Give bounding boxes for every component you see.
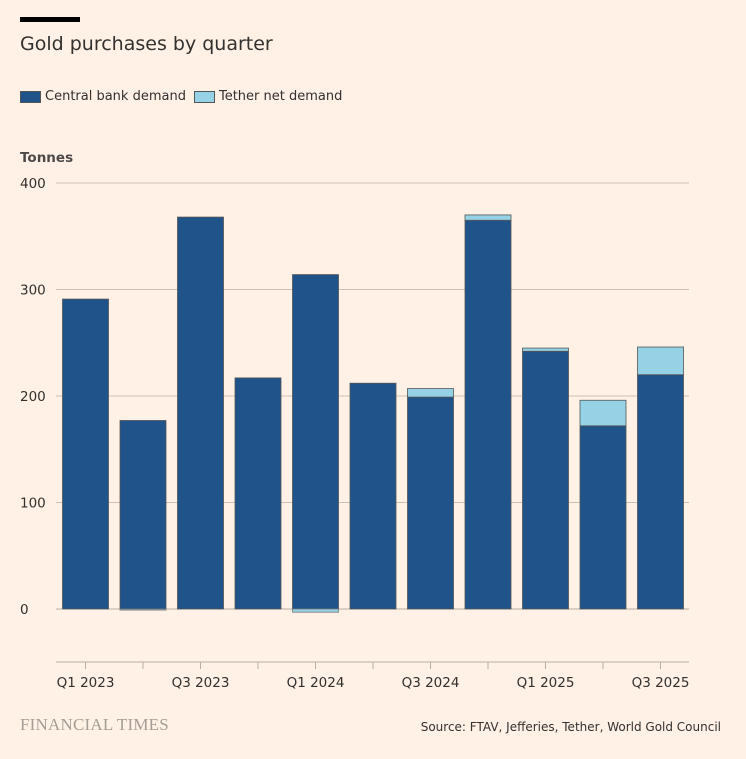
- bar-central-bank: [349, 382, 397, 610]
- legend-item-tether: Tether net demand: [193, 89, 343, 104]
- bar-central-bank: [292, 274, 339, 610]
- y-tick-label: 100: [20, 496, 46, 512]
- x-tick-label: Q1 2024: [287, 675, 345, 691]
- legend-swatch-central-bank: [20, 90, 41, 103]
- bar-central-bank: [464, 219, 512, 610]
- legend-label: Tether net demand: [218, 89, 343, 104]
- bar-tether: [464, 214, 512, 221]
- bar-central-bank: [62, 298, 109, 610]
- bar-central-bank: [637, 374, 684, 610]
- x-tick-label: Q1 2025: [517, 675, 575, 691]
- legend-swatch-tether: [193, 90, 215, 103]
- bar-central-bank: [177, 216, 224, 610]
- bar-central-bank: [579, 425, 627, 610]
- x-tick-label: Q3 2024: [402, 675, 460, 691]
- legend: Central bank demand Tether net demand: [20, 89, 342, 104]
- bar-tether: [119, 608, 167, 611]
- bar-central-bank: [119, 420, 167, 610]
- x-tick-label: Q3 2023: [172, 675, 230, 691]
- y-axis-label: Tonnes: [20, 150, 74, 166]
- source-note: Source: FTAV, Jefferies, Tether, World G…: [420, 720, 721, 734]
- bar-tether: [407, 388, 454, 398]
- bar-central-bank: [234, 377, 282, 610]
- title-accent-bar: [20, 17, 80, 22]
- bar-tether: [292, 608, 339, 613]
- legend-item-central-bank: Central bank demand: [20, 89, 186, 104]
- y-tick-label: 300: [20, 283, 46, 299]
- x-tick-label: Q1 2023: [57, 675, 115, 691]
- bar-tether: [637, 346, 684, 376]
- bar-central-bank: [407, 396, 454, 610]
- ft-logo: FINANCIAL TIMES: [20, 715, 169, 734]
- y-tick-label: 200: [20, 389, 46, 405]
- legend-label: Central bank demand: [45, 89, 186, 104]
- bar-central-bank: [522, 350, 569, 610]
- x-tick-label: Q3 2025: [632, 675, 690, 691]
- y-tick-label: 400: [20, 176, 46, 192]
- chart-title: Gold purchases by quarter: [20, 33, 273, 55]
- bar-tether: [522, 347, 569, 352]
- y-tick-label: 0: [20, 602, 29, 618]
- bar-tether: [579, 399, 627, 427]
